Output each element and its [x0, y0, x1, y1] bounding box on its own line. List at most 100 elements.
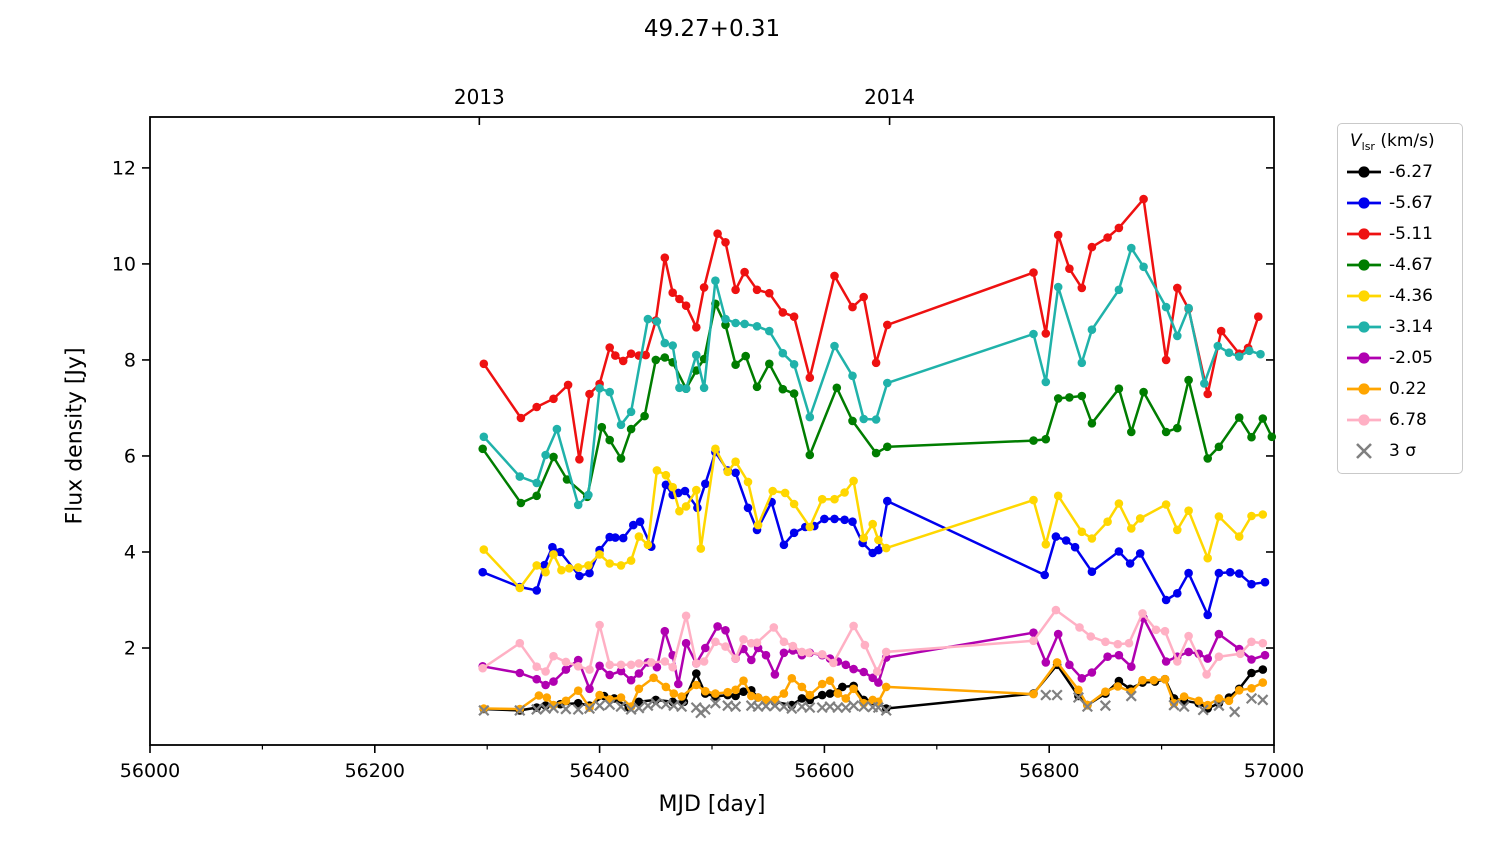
sigma-marker — [769, 700, 781, 712]
data-point — [1161, 427, 1171, 437]
data-point — [871, 358, 881, 368]
data-point — [1114, 285, 1124, 295]
data-point — [1114, 499, 1124, 508]
data-point — [1203, 610, 1212, 620]
data-point — [779, 540, 789, 550]
sigma-marker — [786, 702, 798, 715]
series--5.11 — [479, 194, 1263, 464]
data-point — [565, 564, 574, 573]
data-point — [652, 466, 662, 475]
data-point — [1077, 358, 1087, 368]
data-point — [534, 691, 544, 700]
legend-label: -4.67 — [1389, 254, 1433, 275]
data-point — [532, 402, 541, 412]
legend-line-swatch — [1347, 258, 1381, 271]
data-point — [668, 662, 677, 672]
data-point — [661, 470, 671, 480]
data-point — [634, 684, 644, 694]
data-point — [616, 561, 626, 570]
data-point — [1247, 579, 1256, 589]
data-point — [1087, 325, 1097, 335]
y-tick-label: 10 — [112, 253, 136, 275]
data-point — [634, 532, 644, 541]
data-point — [680, 486, 690, 496]
data-point — [605, 435, 614, 445]
data-point — [669, 689, 679, 698]
data-point — [541, 450, 550, 460]
data-point — [1184, 631, 1193, 641]
data-point — [713, 229, 722, 238]
legend-line-swatch — [1347, 382, 1381, 395]
data-point — [585, 684, 594, 694]
data-point — [562, 475, 572, 484]
data-point — [848, 517, 857, 526]
data-point — [859, 292, 868, 302]
series--5.67 — [478, 447, 1270, 620]
sigma-marker — [572, 703, 584, 716]
legend-label: -5.11 — [1389, 223, 1433, 244]
data-point — [1213, 341, 1223, 351]
y-tick-label: 4 — [124, 541, 136, 563]
sigma-marker — [1051, 689, 1063, 701]
data-point — [1234, 413, 1244, 422]
legend-label: 0.22 — [1389, 378, 1427, 399]
data-point — [805, 373, 815, 383]
legend-line-swatch — [1347, 227, 1381, 240]
series-3σ — [478, 689, 1269, 719]
data-point — [1041, 658, 1051, 667]
data-point — [1247, 637, 1256, 647]
data-point — [1161, 302, 1171, 312]
sigma-marker — [778, 701, 790, 713]
data-point — [1041, 377, 1051, 387]
legend-line-swatch — [1347, 165, 1381, 178]
data-point — [1041, 434, 1051, 444]
data-point — [765, 326, 774, 336]
sigma-marker — [1168, 699, 1180, 711]
data-point — [1247, 432, 1256, 442]
data-point — [1267, 432, 1277, 442]
data-point — [556, 547, 565, 557]
data-point — [1127, 662, 1136, 671]
sigma-marker — [514, 704, 526, 717]
data-point — [660, 253, 670, 262]
data-point — [668, 288, 677, 298]
data-point — [692, 323, 701, 332]
data-point — [731, 318, 740, 328]
data-point — [1258, 665, 1268, 674]
data-point — [681, 638, 691, 648]
data-point — [1173, 283, 1182, 293]
data-point — [699, 383, 709, 393]
data-point — [585, 389, 594, 399]
data-point — [731, 360, 740, 370]
data-point — [740, 267, 749, 277]
data-point — [573, 662, 583, 671]
data-point — [675, 294, 684, 304]
sigma-marker — [1081, 701, 1093, 713]
data-point — [805, 690, 815, 700]
data-point — [668, 482, 677, 492]
data-point — [1139, 387, 1148, 397]
data-point — [674, 679, 683, 689]
x-tick-label: 56600 — [794, 760, 854, 782]
data-point — [1260, 650, 1270, 660]
data-point — [573, 563, 583, 572]
data-point — [1247, 684, 1256, 693]
data-point — [1103, 233, 1112, 242]
data-point — [859, 414, 868, 424]
data-point — [871, 415, 881, 424]
data-point — [1202, 670, 1211, 679]
data-point — [1256, 349, 1265, 359]
data-point — [1160, 674, 1170, 684]
data-point — [549, 550, 558, 559]
data-point — [1179, 692, 1189, 701]
data-point — [1077, 283, 1087, 293]
data-point — [1194, 696, 1203, 706]
data-point — [616, 454, 626, 463]
data-point — [779, 648, 789, 658]
data-point — [883, 320, 892, 330]
data-point — [1135, 549, 1145, 558]
data-point — [1138, 675, 1147, 685]
data-point — [516, 498, 526, 508]
data-point — [541, 680, 550, 690]
data-point — [1053, 629, 1063, 639]
